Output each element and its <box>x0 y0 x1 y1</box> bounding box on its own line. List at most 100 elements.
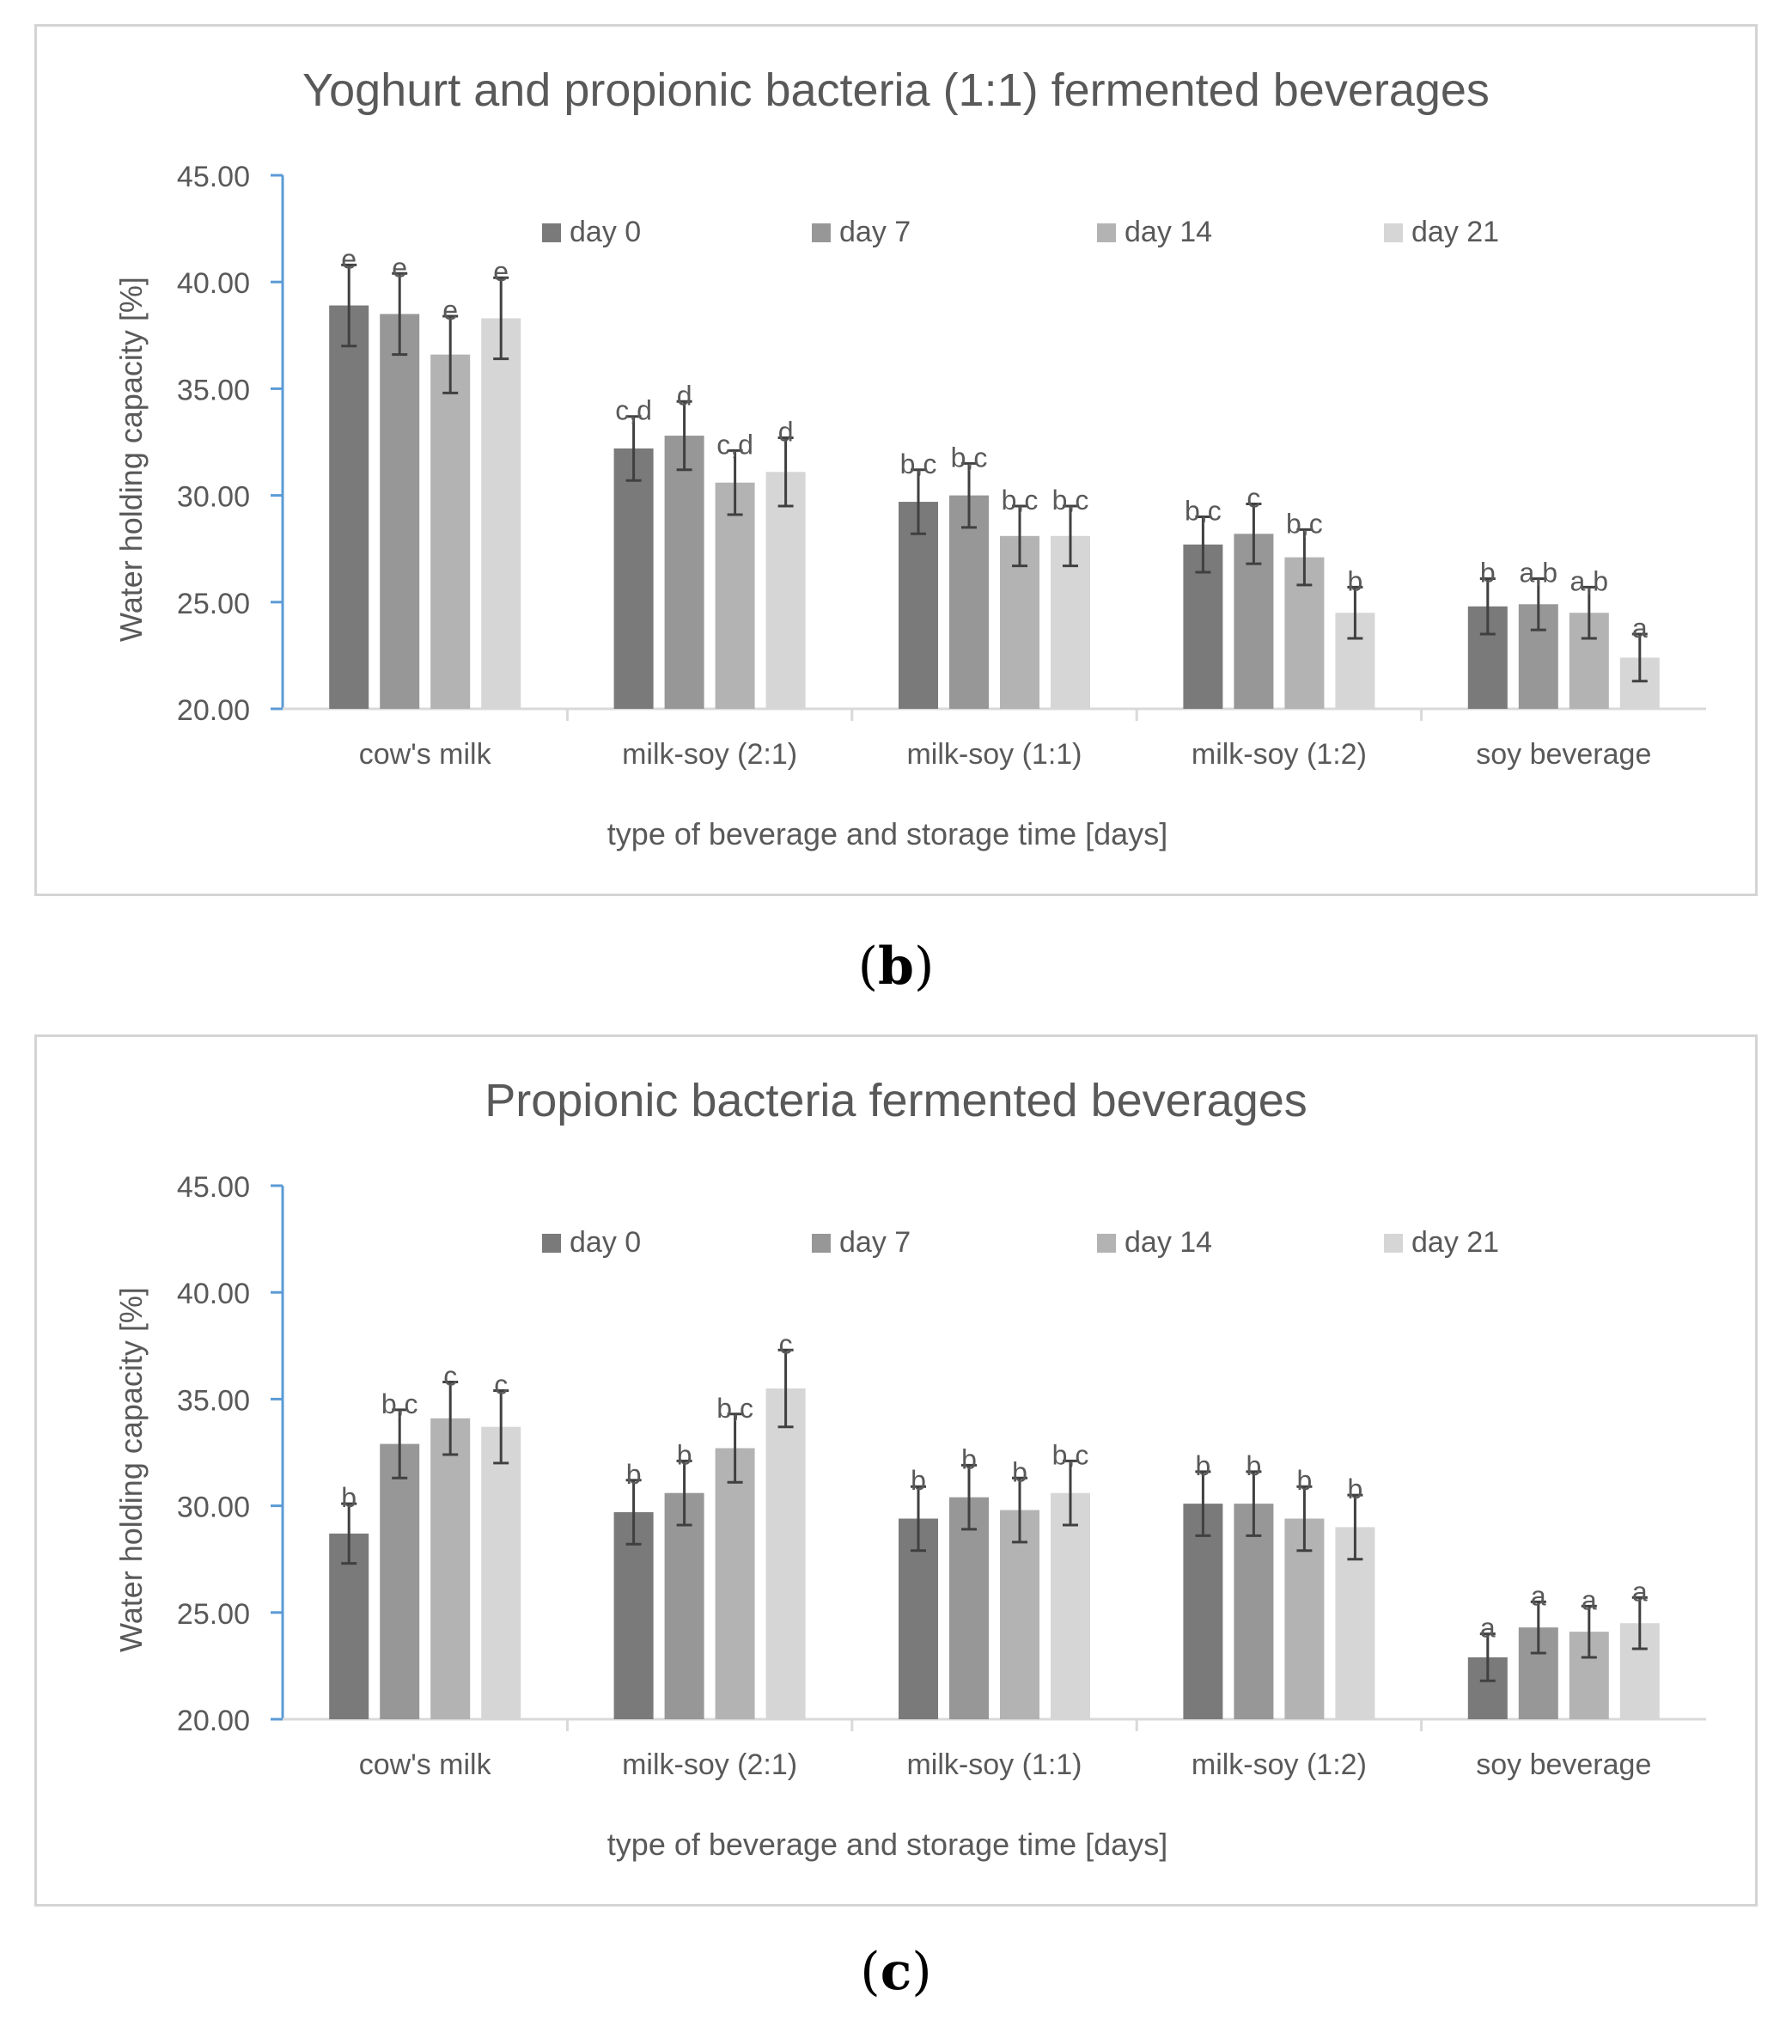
chart0-bar-day0-2 <box>899 502 938 709</box>
caption-b: (b) <box>857 937 935 997</box>
chart1-y-tick-label: 20.00 <box>177 1705 250 1737</box>
chart1-bar-day14-2 <box>1000 1510 1039 1719</box>
chart1-bar-day7-2 <box>949 1497 989 1719</box>
chart0-bar-day0-1 <box>613 448 654 709</box>
chart0-significance-label: c,d <box>615 395 652 426</box>
chart0-y-tick-label: 40.00 <box>177 267 250 300</box>
chart1-significance-label: b <box>1246 1450 1262 1481</box>
chart0-category-label: cow's milk <box>359 738 492 771</box>
chart0-significance-label: a <box>1632 613 1648 644</box>
chart0-significance-label: e <box>392 252 407 283</box>
chart0-significance-label: e <box>493 256 509 287</box>
chart0-significance-label: b,c <box>951 442 988 473</box>
chart1-significance-label: b <box>911 1465 926 1496</box>
chart1-significance-label: b <box>1348 1474 1363 1504</box>
caption-c-letter: c <box>880 1942 912 2002</box>
chart1-bar-day7-3 <box>1234 1504 1274 1719</box>
chart1-bar-day14-1 <box>715 1448 755 1719</box>
chart1-bar-day21-0 <box>481 1426 521 1719</box>
chart1-y-tick-label: 45.00 <box>177 1171 250 1204</box>
chart0-significance-label: a,b <box>1520 557 1557 588</box>
chart0-legend-swatch <box>1384 223 1403 242</box>
chart0-significance-label: b,c <box>1185 495 1222 526</box>
chart1-significance-label: b <box>626 1459 642 1490</box>
chart1-x-axis-label: type of beverage and storage time [days] <box>607 1827 1167 1862</box>
chart0-x-axis-label: type of beverage and storage time [days] <box>607 816 1167 851</box>
chart1-legend-label: day 7 <box>839 1226 911 1259</box>
chart1-significance-label: b <box>677 1439 692 1470</box>
chart1-category-label: milk-soy (2:1) <box>622 1748 797 1781</box>
chart0-bar-day21-0 <box>481 318 521 709</box>
chart0-significance-label: d <box>778 417 794 448</box>
chart0-significance-label: c,d <box>716 429 753 460</box>
chart0-legend-swatch <box>812 223 831 242</box>
chart1-significance-label: a <box>1531 1580 1546 1611</box>
chart0-category-label: milk-soy (2:1) <box>622 738 797 771</box>
chart1-category-label: milk-soy (1:1) <box>906 1748 1082 1781</box>
chart0-legend-label: day 0 <box>570 216 641 248</box>
chart1-legend-label: day 0 <box>570 1226 641 1259</box>
chart0-category-label: milk-soy (1:1) <box>906 738 1082 771</box>
chart0-bar-day7-1 <box>664 436 704 709</box>
chart1-bar-day7-1 <box>664 1492 704 1719</box>
chart0-title: Yoghurt and propionic bacteria (1:1) fer… <box>302 64 1490 116</box>
chart0-legend-swatch <box>542 223 561 242</box>
chart0-bar-day0-0 <box>329 305 369 709</box>
chart1-legend-swatch <box>1384 1234 1403 1253</box>
chart0-bar-day7-0 <box>380 314 420 709</box>
chart1-significance-label: b <box>1297 1465 1313 1496</box>
chart1-significance-label: b <box>341 1482 357 1513</box>
chart1-bar-day14-0 <box>430 1418 471 1719</box>
chart0-y-tick-label: 20.00 <box>177 694 250 727</box>
chart1-bar-day7-0 <box>380 1443 420 1719</box>
chart0-significance-label: a,b <box>1570 565 1608 596</box>
chart0-significance-label: d <box>677 380 692 411</box>
chart1-y-axis-label: Water holding capacity [%] <box>113 1287 149 1652</box>
chart1-significance-label: a <box>1632 1576 1648 1607</box>
chart1-bar-day0-1 <box>613 1512 654 1719</box>
chart0-y-tick-label: 30.00 <box>177 481 250 514</box>
chart1-y-tick-label: 25.00 <box>177 1598 250 1631</box>
chart0-significance-label: b,c <box>900 448 937 479</box>
chart1-bar-day0-3 <box>1183 1504 1223 1719</box>
chart0-significance-label: c <box>1246 483 1260 514</box>
chart0-significance-label: b,c <box>1002 485 1039 516</box>
chart1-significance-label: b <box>1012 1456 1027 1487</box>
chart0-bar-day21-1 <box>765 472 806 709</box>
chart-c-svg: Propionic bacteria fermented beverages 20… <box>113 1075 1706 1862</box>
chart0-significance-label: b,c <box>1286 508 1323 539</box>
chart0-significance-label: b <box>1348 565 1363 596</box>
chart1-significance-label: c <box>443 1361 457 1392</box>
chart0-significance-label: b <box>1480 557 1496 588</box>
chart1-significance-label: b,c <box>381 1388 418 1419</box>
chart0-y-tick-label: 45.00 <box>177 161 250 193</box>
chart0-y-tick-label: 25.00 <box>177 588 250 620</box>
chart0-category-label: milk-soy (1:2) <box>1192 738 1367 771</box>
chart0-significance-label: e <box>341 243 357 274</box>
chart-panel-c: Propionic bacteria fermented beverages 20… <box>34 1034 1758 1907</box>
chart1-bar-day14-3 <box>1284 1518 1325 1719</box>
chart0-legend-label: day 14 <box>1125 216 1212 248</box>
chart1-legend-swatch <box>542 1234 561 1253</box>
chart1-significance-label: b,c <box>716 1393 753 1424</box>
chart1-legend-swatch <box>1097 1234 1116 1253</box>
chart0-significance-label: e <box>442 295 458 326</box>
chart1-legend-label: day 21 <box>1411 1226 1499 1259</box>
chart0-y-axis-label: Water holding capacity [%] <box>113 277 149 642</box>
chart0-bar-day14-1 <box>715 482 755 709</box>
chart1-title: Propionic bacteria fermented beverages <box>485 1075 1307 1126</box>
chart0-y-tick-label: 35.00 <box>177 374 250 406</box>
chart1-legend-label: day 14 <box>1125 1226 1212 1259</box>
chart1-significance-label: a <box>1480 1613 1496 1644</box>
chart1-significance-label: c <box>779 1328 793 1359</box>
caption-c: (c) <box>860 1942 932 2002</box>
chart1-category-label: soy beverage <box>1476 1748 1651 1781</box>
chart1-significance-label: c <box>494 1369 508 1400</box>
chart1-bar-day21-1 <box>765 1388 806 1719</box>
chart1-y-tick-label: 35.00 <box>177 1384 250 1417</box>
chart0-category-label: soy beverage <box>1476 738 1651 771</box>
chart1-legend-swatch <box>812 1234 831 1253</box>
chart0-legend-swatch <box>1097 223 1116 242</box>
chart-b-svg: Yoghurt and propionic bacteria (1:1) fer… <box>113 64 1706 851</box>
chart0-bar-day14-0 <box>430 354 471 709</box>
